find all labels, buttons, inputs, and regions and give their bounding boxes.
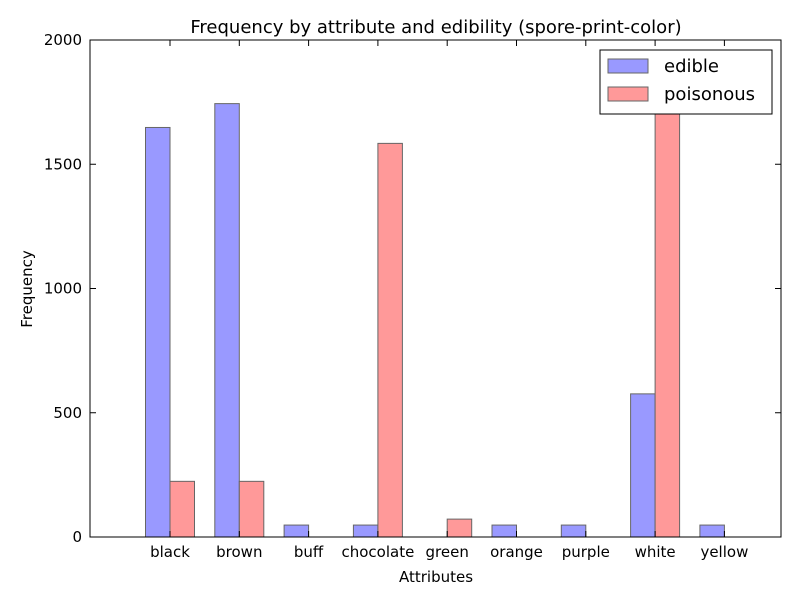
y-axis-label: Frequency [18,250,36,328]
bar-edible-orange [491,524,517,538]
legend-swatch-poisonous [607,86,649,102]
x-tick-label-chocolate: chocolate [341,543,414,561]
x-axis-label: Attributes [399,568,473,586]
bar-edible-purple [560,524,587,538]
bar-edible-white [630,393,656,538]
bar-poisonous-black [169,480,195,538]
bar-edible-buff [283,524,310,538]
x-tick-label-orange: orange [490,543,543,561]
bar-poisonous-green [446,518,473,538]
y-tick-label: 500 [53,404,82,422]
legend-label-edible: edible [664,56,719,77]
bar-poisonous-white [654,86,681,538]
x-tick-label-black: black [150,543,190,561]
y-tick-label: 1500 [44,155,82,173]
chart-title: Frequency by attribute and edibility (sp… [190,17,681,38]
x-tick-label-green: green [426,543,469,561]
x-tick-label-purple: purple [562,543,610,561]
bar-edible-chocolate [352,524,379,538]
bar-edible-yellow [699,524,725,538]
bar-edible-black [145,126,171,538]
x-tick-label-white: white [635,543,676,561]
bar-poisonous-brown [238,480,265,538]
bar-poisonous-chocolate [377,142,403,538]
x-tick-label-yellow: yellow [700,543,748,561]
y-tick-label: 1000 [44,280,82,298]
y-tick-label: 0 [72,528,82,546]
bar-edible-brown [214,103,240,538]
y-tick-label: 2000 [44,31,82,49]
legend-swatch-edible [607,58,649,74]
legend-label-poisonous: poisonous [664,84,755,105]
x-tick-label-brown: brown [216,543,262,561]
legend: edible poisonous [599,49,773,115]
x-tick-label-buff: buff [294,543,324,561]
plot-area: 0 500 1000 1500 2000 black brown buff chocolate g… [44,31,782,561]
